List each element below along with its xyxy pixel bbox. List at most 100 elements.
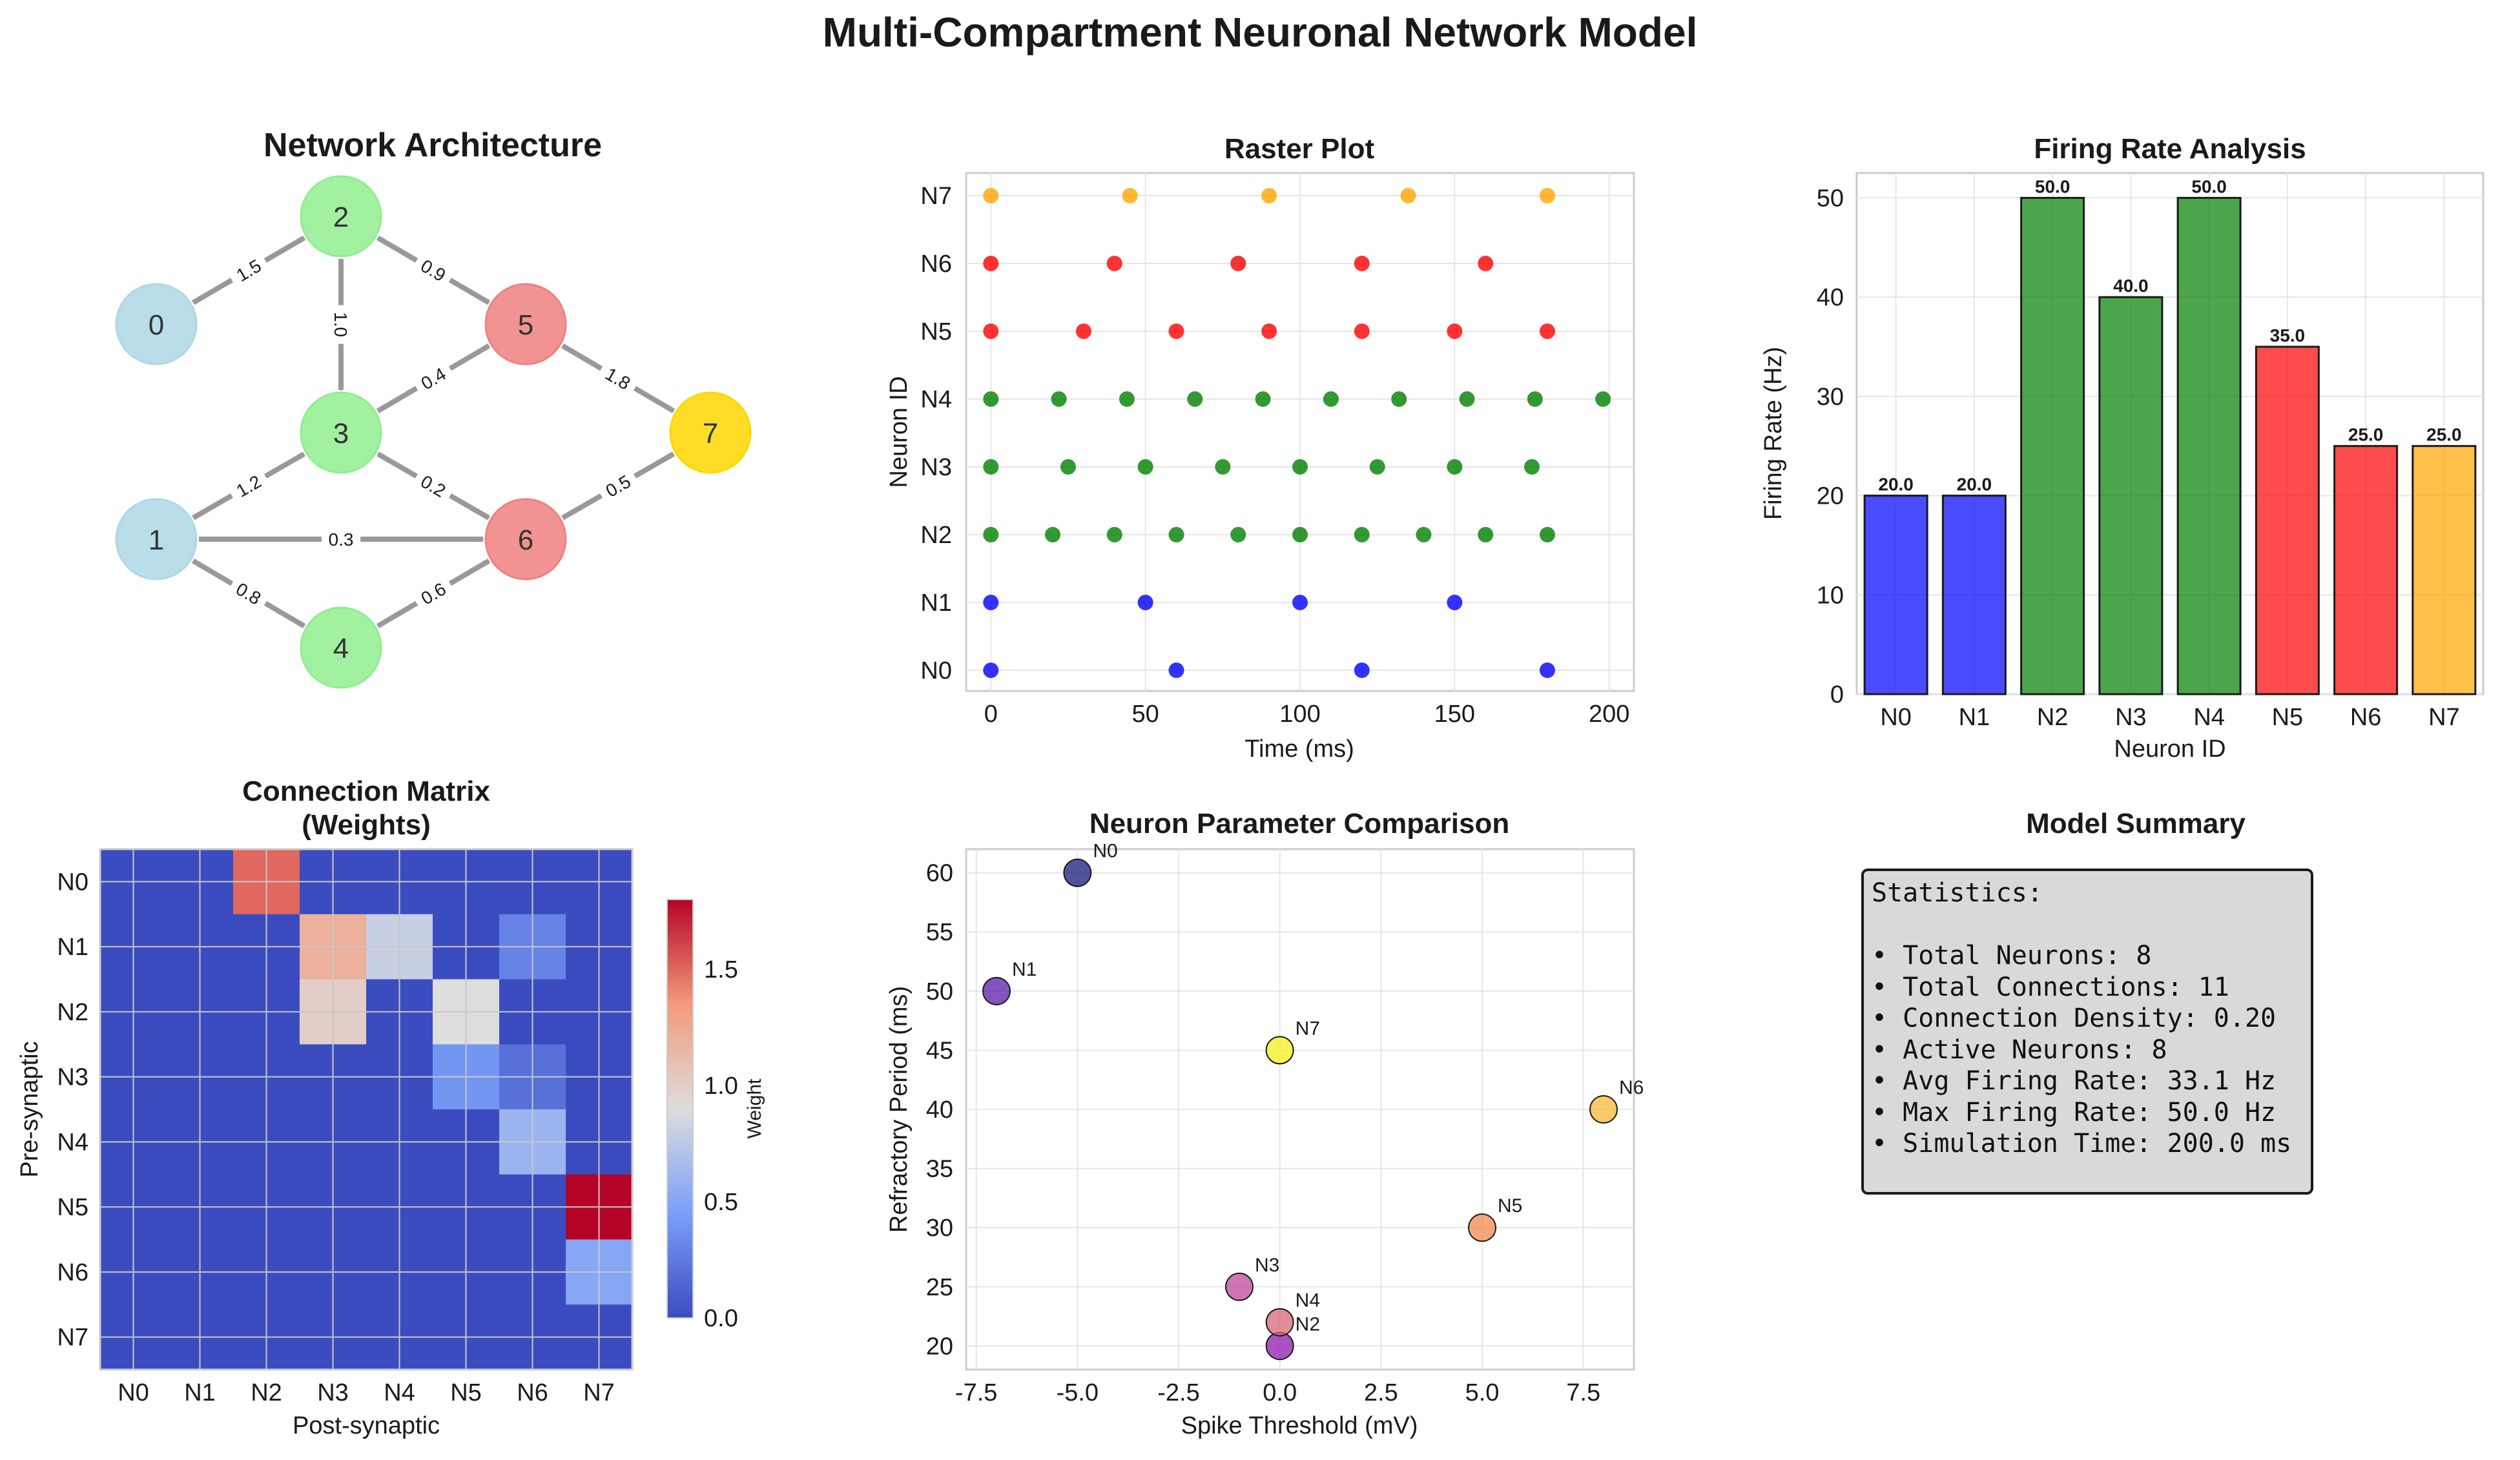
edge-label-bg	[329, 305, 353, 344]
node-label: 7	[703, 418, 718, 449]
raster-ytick-label: N3	[920, 454, 952, 481]
matrix-ylabel: Pre-synaptic	[16, 1041, 43, 1177]
raster-spike	[1106, 256, 1122, 271]
param-point	[1468, 1213, 1496, 1242]
raster-spike	[1119, 391, 1135, 407]
raster-spike	[1292, 459, 1308, 475]
summary-line: • Total Neurons: 8	[1872, 941, 2152, 971]
summary-line: • Connection Density: 0.20	[1872, 1003, 2277, 1033]
network-panel: Network Architecture 1.51.20.30.81.00.90…	[115, 127, 752, 689]
matrix-ytick-label: N3	[57, 1064, 88, 1091]
figure-title: Multi-Compartment Neuronal Network Model	[823, 9, 1698, 56]
raster-panel: Raster Plot 0 50 100 150 200 N0 N1 N2 N3 N4 N5 N6 N7…	[885, 133, 1635, 763]
raster-spike	[1045, 527, 1061, 542]
firing-rate-bar	[2255, 345, 2320, 695]
raster-ytick-label: N2	[920, 522, 952, 549]
raster-spike	[983, 595, 999, 610]
summary-line	[1872, 909, 2303, 941]
parameter-ylabel: Refractory Period (ms)	[885, 986, 913, 1233]
node-label: 5	[518, 309, 533, 341]
raster-spike	[1524, 459, 1540, 475]
raster-spike	[983, 391, 999, 407]
network-title: Network Architecture	[263, 127, 602, 164]
param-ytick-label: 35	[926, 1156, 953, 1183]
firing-rate-bar	[2333, 445, 2399, 695]
matrix-ytick-label: N5	[57, 1194, 88, 1221]
param-ytick-label: 40	[926, 1096, 953, 1124]
raster-spike	[1447, 595, 1463, 610]
raster-spike	[1323, 391, 1339, 407]
raster-spike	[1416, 527, 1432, 542]
bar-xtick-label: N1	[1959, 704, 1990, 731]
matrix-xtick-label: N3	[317, 1379, 349, 1406]
bar-ytick-label: 50	[1817, 185, 1844, 212]
bar-value-label: 40.0	[2113, 276, 2149, 296]
raster-spike	[1060, 459, 1076, 475]
firing-rate-bar	[2412, 445, 2477, 695]
colorbar-tick-label: 1.5	[704, 956, 738, 983]
colorbar-label: Weight	[744, 1078, 765, 1138]
parameter-xlabel: Spike Threshold (mV)	[1181, 1412, 1418, 1439]
param-point	[1063, 858, 1092, 887]
bar-value-label: 20.0	[1878, 475, 1914, 495]
param-ytick-label: 50	[926, 978, 953, 1005]
raster-spike	[1230, 527, 1246, 542]
summary-line: • Max Firing Rate: 50.0 Hz	[1872, 1097, 2277, 1127]
matrix-title-line2: (Weights)	[302, 809, 431, 841]
param-ytick-label: 45	[926, 1037, 953, 1064]
raster-spike	[1539, 188, 1555, 203]
param-point-label: N3	[1255, 1255, 1279, 1276]
raster-xtick-label: 50	[1132, 701, 1159, 728]
edge-label-bg	[226, 466, 271, 506]
node-label: 2	[333, 201, 349, 233]
param-point	[982, 976, 1011, 1005]
raster-spike	[1187, 391, 1203, 407]
raster-xtick-label: 150	[1434, 701, 1475, 728]
raster-spike	[1478, 256, 1494, 271]
raster-spike	[1261, 188, 1277, 203]
summary-line: • Simulation Time: 200.0 ms	[1872, 1129, 2292, 1158]
matrix-xtick-label: N4	[384, 1379, 415, 1406]
bar-xtick-label: N6	[2350, 704, 2382, 731]
network-node	[484, 498, 567, 581]
param-point	[1265, 1036, 1294, 1065]
bar-ytick-label: 30	[1817, 384, 1844, 411]
bar-value-label: 50.0	[2035, 176, 2071, 196]
bar-value-label: 50.0	[2191, 176, 2227, 196]
bar-xtick-label: N0	[1880, 704, 1912, 731]
matrix-title-line1: Connection Matrix	[242, 776, 490, 807]
firing-rate-ylabel: Firing Rate (Hz)	[1760, 347, 1787, 520]
bar-value-label: 25.0	[2348, 425, 2384, 445]
raster-spike	[1400, 188, 1416, 203]
raster-spike	[1354, 324, 1370, 339]
edge-label-bg	[595, 358, 641, 398]
param-ytick-label: 25	[926, 1274, 953, 1301]
raster-spike	[1391, 391, 1407, 407]
edge-label-bg	[226, 573, 271, 613]
raster-spike	[1168, 527, 1184, 542]
edge-label-bg	[411, 250, 456, 291]
param-point	[1589, 1095, 1618, 1124]
bar-value-label: 35.0	[2270, 325, 2306, 345]
param-point-label: N6	[1619, 1077, 1644, 1098]
bar-ytick-label: 40	[1817, 284, 1844, 311]
param-xtick-label: -7.5	[955, 1379, 997, 1406]
raster-ytick-label: N4	[920, 386, 952, 413]
param-ytick-label: 20	[926, 1333, 953, 1360]
raster-spike	[1369, 459, 1385, 475]
raster-xtick-label: 200	[1589, 701, 1629, 728]
network-node	[115, 498, 198, 581]
edge-label-bg	[411, 358, 456, 398]
matrix-xtick-label: N6	[517, 1379, 548, 1406]
colorbar-tick-label: 1.0	[704, 1073, 738, 1100]
param-point-label: N7	[1296, 1018, 1320, 1039]
matrix-ytick-label: N0	[57, 869, 88, 896]
raster-spike	[1478, 527, 1494, 542]
network-node	[484, 283, 567, 365]
raster-spike	[1051, 391, 1067, 407]
matrix-ytick-label: N4	[57, 1129, 88, 1156]
param-xtick-label: 0.0	[1263, 1379, 1297, 1406]
matrix-xtick-label: N1	[184, 1379, 216, 1406]
node-label: 6	[518, 524, 533, 556]
node-label: 3	[333, 418, 349, 449]
